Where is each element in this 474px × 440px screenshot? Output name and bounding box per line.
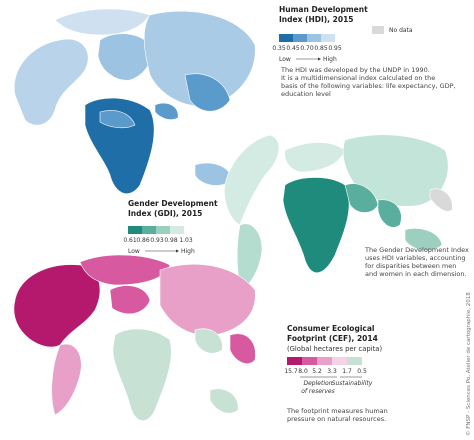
- gdi-title: Gender Development: [128, 199, 218, 208]
- no-data-swatch: [372, 26, 384, 34]
- cef-subtitle: (Global hectares per capita): [287, 345, 382, 353]
- legend-label: 1.03: [179, 237, 193, 244]
- cef-description: The footprint measures human: [286, 407, 388, 415]
- no-data-label: No data: [389, 27, 413, 34]
- swatch: [170, 226, 184, 234]
- legend-label: 0.70: [300, 45, 314, 52]
- sustainability-label: Sustainability: [332, 380, 373, 387]
- legend-label: 0.35: [272, 45, 286, 52]
- arrow-head: [176, 249, 179, 253]
- legend-high: High: [181, 248, 195, 255]
- gdi-description: uses HDI variables, accounting: [365, 254, 466, 262]
- gdi-description: The Gender Development Index: [364, 246, 469, 254]
- cef-title: Consumer Ecological: [287, 324, 374, 333]
- legend-label: 0.86: [136, 237, 150, 244]
- swatch: [279, 34, 293, 42]
- swatch: [128, 226, 142, 234]
- legend-label: 0.5: [357, 368, 367, 375]
- swatch: [287, 357, 302, 365]
- swatch: [317, 357, 332, 365]
- legend-label: 0.98: [164, 237, 178, 244]
- hdi-title: Index (HDI), 2015: [279, 15, 354, 24]
- legend-label: 5.2: [312, 368, 322, 375]
- hdi-description: It is a multidimensional index calculate…: [281, 74, 435, 82]
- gdi-description: for disparities between men: [365, 262, 456, 270]
- legend-label: 0.95: [328, 45, 342, 52]
- cef-map: [13, 254, 256, 421]
- gdi-title: Index (GDI), 2015: [128, 209, 202, 218]
- legend-label: 3.3: [327, 368, 337, 375]
- legend-low: Low: [128, 248, 140, 255]
- swatch: [347, 357, 362, 365]
- legend-low: Low: [279, 56, 291, 63]
- legend-label: 0.61: [123, 237, 137, 244]
- hdi-description: education level: [281, 90, 331, 98]
- credit: © FNSP - Sciences Po, Atelier de cartogr…: [465, 292, 472, 436]
- cef-title: Footprint (CEF), 2014: [287, 334, 378, 343]
- swatch: [332, 357, 347, 365]
- legend-label: 1.7: [342, 368, 352, 375]
- depletion-label: Depletion: [304, 380, 333, 387]
- swatch: [142, 226, 156, 234]
- cef-legend: 15.7 8.0 5.2 3.3 1.7 0.5 Depletion of re…: [284, 357, 373, 395]
- gdi-legend: 0.61 0.86 0.93 0.98 1.03 Low High: [123, 226, 195, 255]
- hdi-description: The HDI was developed by the UNDP in 199…: [280, 66, 430, 74]
- hdi-legend: 0.35 0.45 0.70 0.85 0.95 Low High No dat…: [272, 26, 413, 63]
- legend-high: High: [323, 56, 337, 63]
- legend-label: 0.93: [150, 237, 164, 244]
- swatch: [293, 34, 307, 42]
- gdi-map: [224, 134, 453, 291]
- legend-label: 0.85: [314, 45, 328, 52]
- legend-label: 15.7: [284, 368, 298, 375]
- legend-label: 8.0: [298, 368, 308, 375]
- gdi-description: and women in each dimension.: [365, 270, 467, 278]
- cef-description: pressure on natural resources.: [287, 415, 386, 423]
- swatch: [156, 226, 170, 234]
- swatch: [321, 34, 335, 42]
- depletion-label: of reserves: [301, 388, 335, 395]
- hdi-title: Human Development: [279, 5, 368, 14]
- swatch: [302, 357, 317, 365]
- swatch: [307, 34, 321, 42]
- hdi-description: basis of the following variables: life e…: [281, 82, 456, 90]
- legend-label: 0.45: [286, 45, 300, 52]
- arrow-head: [318, 57, 321, 61]
- hdi-map: [13, 8, 256, 194]
